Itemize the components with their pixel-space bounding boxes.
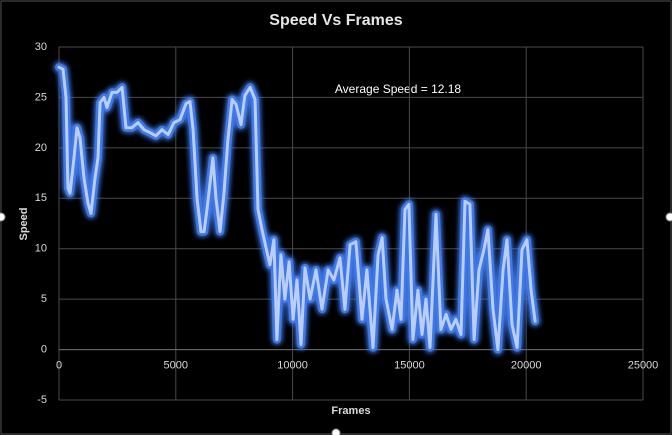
y-tick-label: 30 <box>35 41 47 53</box>
y-tick-label: 15 <box>35 192 47 204</box>
y-tick-label: 25 <box>35 91 47 103</box>
chart-title: Speed Vs Frames <box>269 12 403 29</box>
resize-handle[interactable] <box>665 212 672 222</box>
x-tick-label: 5000 <box>164 359 188 371</box>
y-tick-label: 20 <box>35 142 47 154</box>
x-tick-label: 25000 <box>628 359 659 371</box>
x-tick-label: 10000 <box>277 359 308 371</box>
x-tick-label: 15000 <box>394 359 425 371</box>
plot-area <box>53 61 541 356</box>
x-tick-label: 20000 <box>511 359 542 371</box>
resize-handle[interactable] <box>331 428 341 435</box>
y-axis-title: Speed <box>18 207 30 240</box>
x-axis-title: Frames <box>331 405 370 417</box>
y-tick-label: -5 <box>37 394 47 406</box>
annotation: Average Speed = 12.18 <box>335 82 462 96</box>
y-tick-label: 0 <box>41 343 47 355</box>
y-tick-label: 5 <box>41 293 47 305</box>
y-tick-label: 10 <box>35 243 47 255</box>
tick-labels: -5 0 5 10 15 20 25 30 0 5000 10000 15000 20000 25000 <box>35 41 659 406</box>
data-line <box>57 65 537 352</box>
resize-handle[interactable] <box>0 212 6 222</box>
x-tick-label: 0 <box>56 359 62 371</box>
